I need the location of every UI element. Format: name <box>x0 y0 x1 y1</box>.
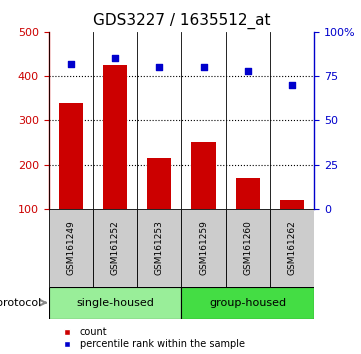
Bar <box>137 209 182 287</box>
Text: protocol: protocol <box>0 298 42 308</box>
Text: GSM161249: GSM161249 <box>66 221 75 275</box>
Bar <box>147 158 171 209</box>
Bar <box>270 209 314 287</box>
Point <box>201 64 206 70</box>
Bar <box>93 209 137 287</box>
Title: GDS3227 / 1635512_at: GDS3227 / 1635512_at <box>93 13 270 29</box>
Point <box>245 68 251 74</box>
Text: group-housed: group-housed <box>209 298 286 308</box>
Bar <box>103 65 127 209</box>
Legend: count, percentile rank within the sample: count, percentile rank within the sample <box>53 324 249 353</box>
Bar <box>191 143 216 209</box>
Bar <box>280 200 304 209</box>
Bar <box>181 287 314 319</box>
Bar <box>49 287 181 319</box>
Bar <box>181 209 226 287</box>
Point <box>156 64 162 70</box>
Bar <box>49 209 93 287</box>
Bar <box>59 103 83 209</box>
Point <box>112 56 118 61</box>
Bar <box>236 178 260 209</box>
Text: GSM161260: GSM161260 <box>243 220 252 275</box>
Text: GSM161262: GSM161262 <box>287 221 296 275</box>
Text: GSM161259: GSM161259 <box>199 220 208 275</box>
Text: GSM161253: GSM161253 <box>155 220 164 275</box>
Point <box>289 82 295 88</box>
Point <box>68 61 74 67</box>
Bar <box>226 209 270 287</box>
Text: single-housed: single-housed <box>76 298 154 308</box>
Text: GSM161252: GSM161252 <box>110 221 119 275</box>
